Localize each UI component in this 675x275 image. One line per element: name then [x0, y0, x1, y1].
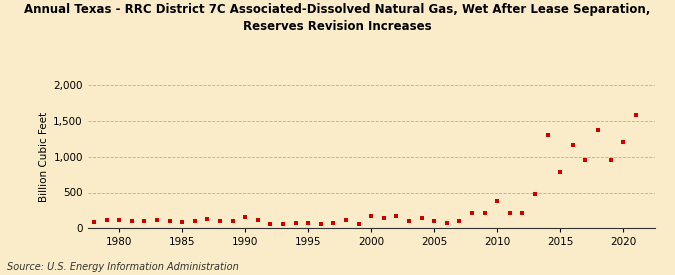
Point: [580, 158, 591, 162]
Point: [366, 213, 377, 218]
Point: [114, 218, 125, 222]
Point: [265, 222, 276, 226]
Point: [530, 192, 541, 196]
Point: [315, 222, 326, 227]
Point: [303, 221, 314, 225]
Point: [152, 218, 163, 222]
Point: [454, 219, 465, 223]
Point: [328, 220, 339, 225]
Point: [139, 219, 150, 224]
Point: [277, 222, 288, 227]
Point: [353, 222, 364, 226]
Point: [240, 215, 250, 219]
Point: [630, 112, 641, 117]
Point: [568, 142, 578, 147]
Point: [190, 219, 200, 223]
Point: [555, 170, 566, 175]
Point: [618, 139, 628, 144]
Point: [504, 211, 515, 215]
Point: [227, 219, 238, 223]
Point: [391, 214, 402, 219]
Point: [404, 219, 414, 223]
Point: [126, 219, 137, 224]
Point: [164, 219, 175, 223]
Point: [466, 210, 477, 215]
Point: [88, 220, 99, 224]
Point: [202, 217, 213, 222]
Text: Annual Texas - RRC District 7C Associated-Dissolved Natural Gas, Wet After Lease: Annual Texas - RRC District 7C Associate…: [24, 3, 651, 33]
Point: [252, 218, 263, 222]
Point: [341, 218, 352, 222]
Point: [605, 157, 616, 162]
Point: [416, 215, 427, 220]
Point: [215, 219, 225, 223]
Point: [479, 211, 490, 215]
Point: [429, 219, 439, 223]
Point: [441, 221, 452, 225]
Point: [517, 210, 528, 215]
Point: [379, 215, 389, 220]
Point: [290, 221, 301, 226]
Text: Source: U.S. Energy Information Administration: Source: U.S. Energy Information Administ…: [7, 262, 238, 272]
Y-axis label: Billion Cubic Feet: Billion Cubic Feet: [39, 112, 49, 202]
Point: [593, 127, 603, 132]
Point: [492, 199, 503, 204]
Point: [177, 220, 188, 224]
Point: [542, 133, 553, 138]
Point: [101, 218, 112, 222]
